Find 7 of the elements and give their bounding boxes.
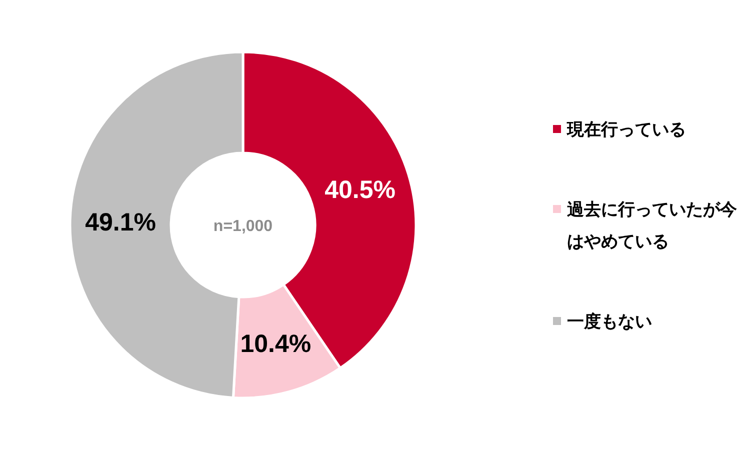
text: n=1,000 [213, 218, 273, 235]
legend-label: 現在行っている [566, 120, 686, 139]
data-label: 40.5% [324, 176, 396, 204]
legend-label: 一度もない [567, 312, 652, 331]
legend-label: 過去に行っていたが今はやめている [566, 200, 738, 251]
data-label: 10.4% [240, 330, 312, 358]
data-label: 49.1% [85, 208, 156, 237]
